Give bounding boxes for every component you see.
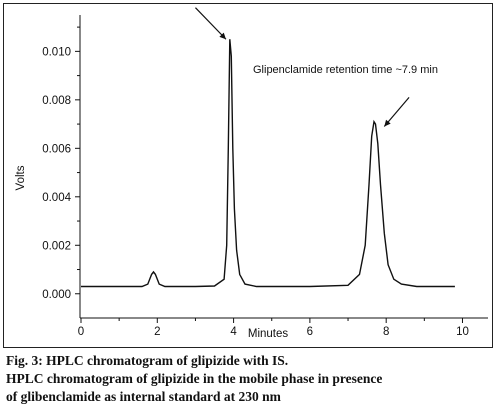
- y-tick-label: 0.006: [42, 143, 71, 155]
- ticks: 0.000 0.002 0.004 0.006 0.008 0.010 0 2 4 6 8 10: [42, 26, 469, 338]
- x-tick-label: 4: [230, 326, 237, 338]
- chromatogram-trace: [81, 39, 455, 288]
- figure-caption: Fig. 3: HPLC chromatogram of glipizide w…: [6, 352, 496, 406]
- retention-time-annotation: Glipenclamide retention time ~7.9 min: [253, 64, 438, 76]
- y-tick-label: 0.002: [42, 240, 71, 252]
- y-tick-label: 0.000: [42, 289, 71, 301]
- x-tick-label: 10: [456, 326, 469, 338]
- caption-line-2: HPLC chromatogram of glipizide in the mo…: [6, 371, 383, 386]
- x-tick-label: 0: [78, 326, 84, 338]
- arrow-head: [384, 119, 391, 127]
- caption-line-3: of glibenclamide as internal standard at…: [6, 389, 281, 404]
- y-axis-label: Volts: [15, 165, 27, 190]
- x-tick-label: 8: [383, 326, 389, 338]
- figure-frame: [3, 3, 493, 348]
- y-tick-label: 0.010: [42, 46, 71, 58]
- arrow-head: [219, 32, 226, 40]
- caption-line-1: Fig. 3: HPLC chromatogram of glipizide w…: [6, 353, 289, 368]
- y-tick-label: 0.004: [42, 192, 71, 204]
- arrow-shaft: [195, 7, 227, 40]
- arrow-shaft: [383, 97, 410, 127]
- axes: [79, 15, 488, 319]
- x-tick-label: 6: [307, 326, 313, 338]
- y-tick-label: 0.008: [42, 95, 71, 107]
- x-tick-label: 2: [154, 326, 160, 338]
- chromatogram-chart: 0.000 0.002 0.004 0.006 0.008 0.010 0 2 4 6 8 10 Vo…: [15, 7, 488, 340]
- arrows: [195, 7, 410, 127]
- x-axis-label: Minutes: [248, 328, 289, 340]
